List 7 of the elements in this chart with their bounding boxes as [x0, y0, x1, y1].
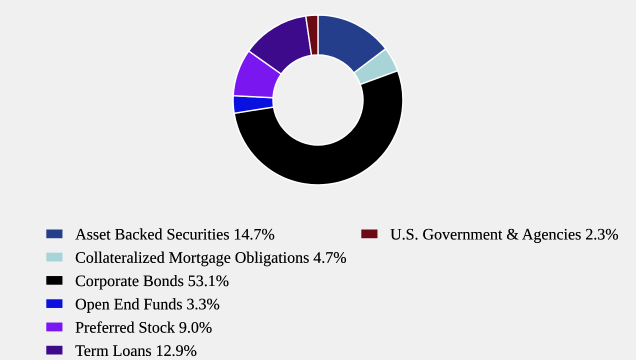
- legend-label: Term Loans 12.9%: [75, 345, 196, 356]
- legend-label: Corporate Bonds 53.1%: [76, 274, 229, 290]
- legend-label: Collateralized Mortgage Obligations 4.7%: [76, 252, 346, 266]
- legend-label: Open End Funds 3.3%: [76, 298, 220, 313]
- legend-label: Asset Backed Securities 14.7%: [75, 228, 274, 240]
- legend-label: Preferred Stock 9.0%: [76, 321, 212, 333]
- legend-label: U.S. Government & Agencies 2.3%: [390, 228, 618, 243]
